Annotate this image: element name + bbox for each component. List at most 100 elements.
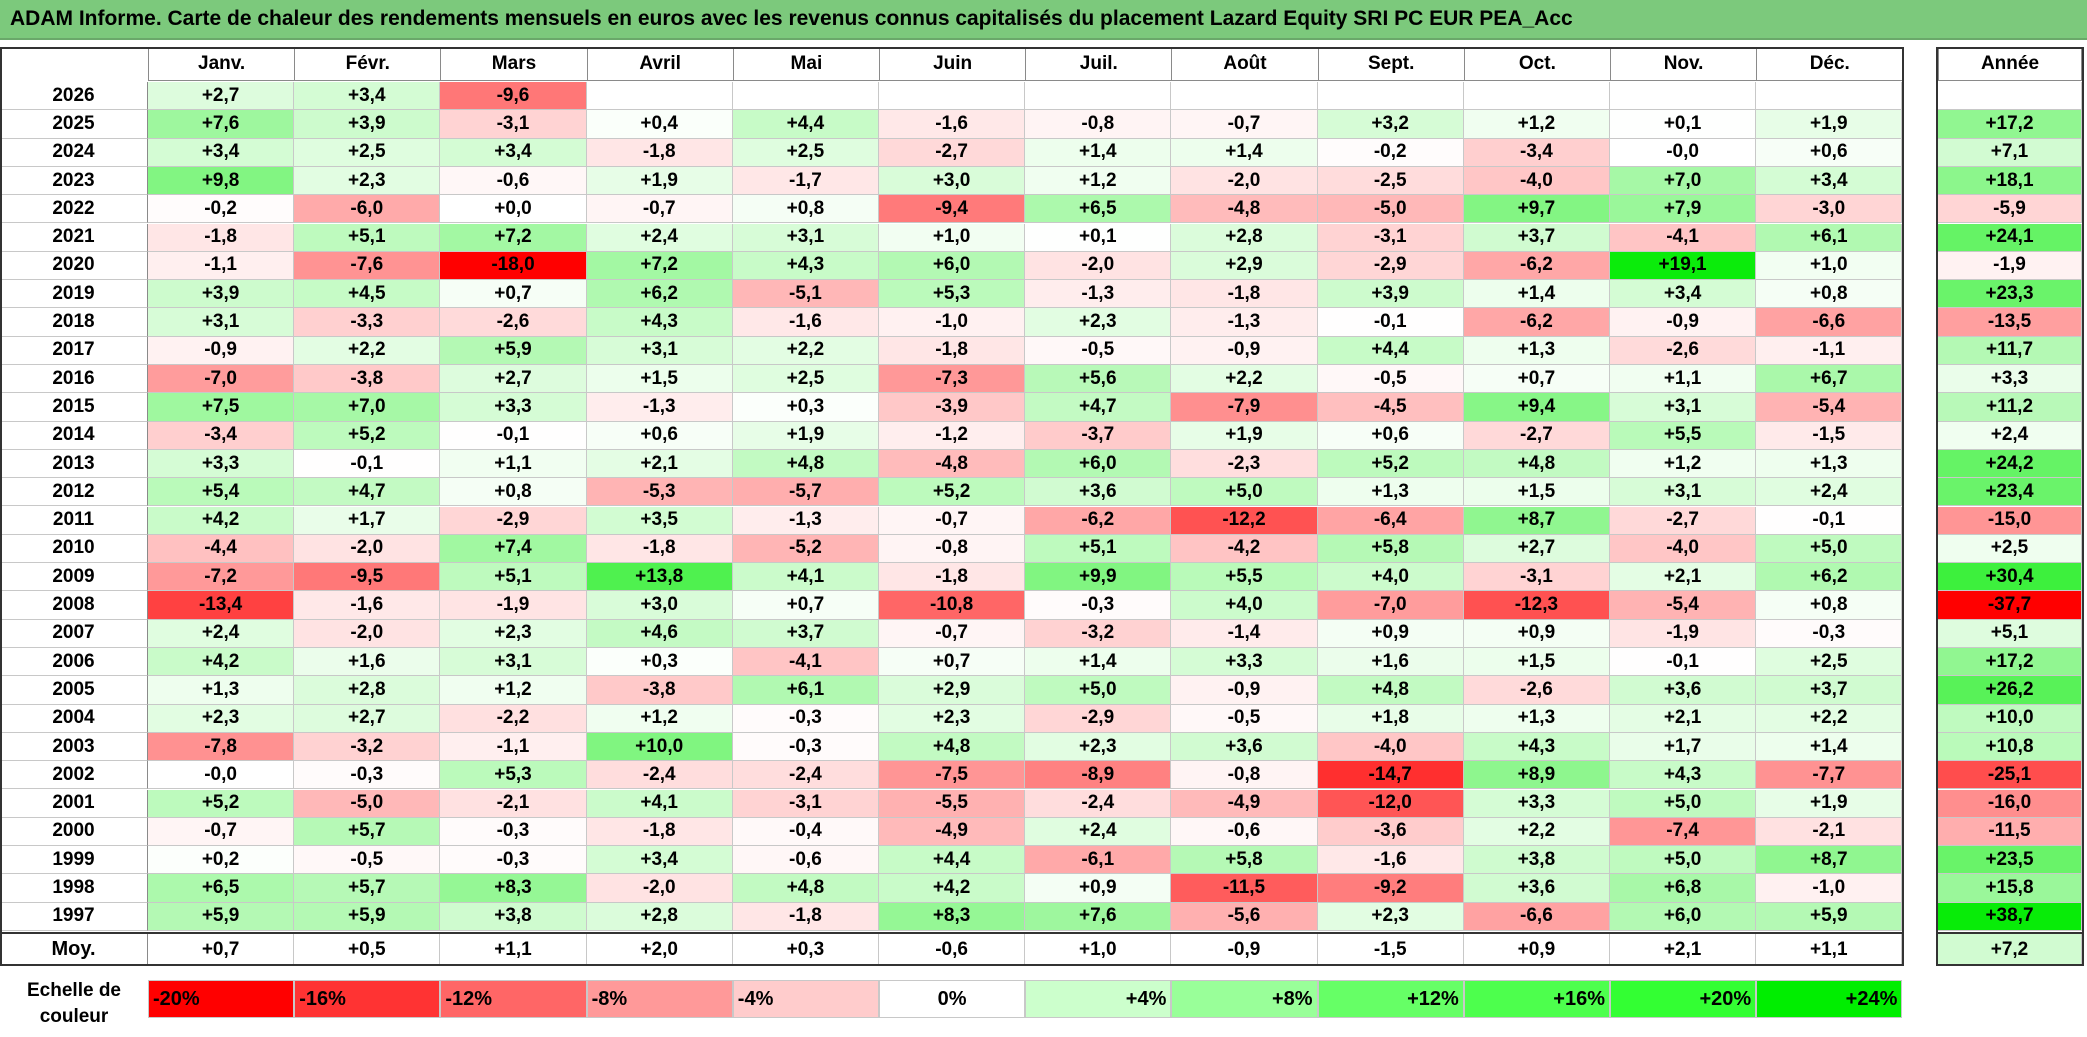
heatmap-cell: -3,3 xyxy=(294,308,441,337)
heatmap-cell: +0,8 xyxy=(732,195,879,224)
heatmap-cell: -0,8 xyxy=(1025,110,1172,139)
heatmap-cell: -2,4 xyxy=(1025,789,1172,818)
heatmap-cell: +0,3 xyxy=(586,648,733,677)
heatmap-cell: -0,3 xyxy=(1756,619,1903,648)
year-label: 2025 xyxy=(0,110,148,139)
chart-title: ADAM Informe. Carte de chaleur des rende… xyxy=(0,0,2087,40)
average-cell: +0,5 xyxy=(294,934,441,966)
heatmap-cell: -3,4 xyxy=(148,421,295,450)
year-label: 2001 xyxy=(0,789,148,818)
heatmap-cell: -2,4 xyxy=(586,761,733,790)
heatmap-cell: +1,9 xyxy=(1171,421,1318,450)
heatmap-cell: -5,3 xyxy=(586,478,733,507)
heatmap-cell: +5,0 xyxy=(1610,789,1757,818)
heatmap-cell xyxy=(586,82,733,111)
heatmap-cell: -6,2 xyxy=(1463,251,1610,281)
heatmap-cell: -3,8 xyxy=(294,365,441,394)
color-scale-swatch: -4% xyxy=(732,980,879,1018)
heatmap-cell: -5,5 xyxy=(879,789,1026,818)
heatmap-cell: +1,6 xyxy=(294,648,441,677)
heatmap-cell: +2,3 xyxy=(879,704,1026,733)
heatmap-cell: +1,4 xyxy=(1463,280,1610,309)
heatmap-cell: +2,5 xyxy=(732,138,879,167)
heatmap-cell: +0,1 xyxy=(1025,223,1172,252)
heatmap-cell: +4,2 xyxy=(148,506,295,535)
heatmap-cell: +1,4 xyxy=(1171,138,1318,167)
average-separator xyxy=(0,932,1905,934)
heatmap-cell: +6,7 xyxy=(1756,365,1903,394)
heatmap-cell: -5,0 xyxy=(1317,195,1464,224)
heatmap-cell: +4,3 xyxy=(586,308,733,337)
color-scale-swatch: +4% xyxy=(1025,980,1172,1018)
average-separator-annual xyxy=(1936,932,2084,934)
heatmap-cell xyxy=(1463,82,1610,111)
heatmap-cell: +3,1 xyxy=(1610,478,1757,507)
heatmap-cell: +2,7 xyxy=(148,82,295,111)
annual-cell: +5,1 xyxy=(1938,619,2082,648)
year-label: 2002 xyxy=(0,761,148,790)
heatmap-cell: -6,6 xyxy=(1756,308,1903,337)
heatmap-cell: +4,8 xyxy=(1317,676,1464,705)
heatmap-cell: +2,4 xyxy=(148,619,295,648)
heatmap-cell: -4,5 xyxy=(1317,393,1464,422)
heatmap-cell: +5,0 xyxy=(1025,676,1172,705)
heatmap-cell: -9,5 xyxy=(294,563,441,592)
heatmap-cell: +7,0 xyxy=(294,393,441,422)
heatmap-cell: +3,6 xyxy=(1463,874,1610,903)
heatmap-cell: +3,7 xyxy=(1756,676,1903,705)
heatmap-cell: +1,1 xyxy=(440,449,587,479)
heatmap-cell: -3,0 xyxy=(1756,195,1903,224)
year-label: 2024 xyxy=(0,138,148,167)
month-header: Nov. xyxy=(1610,47,1757,81)
heatmap-cell: +1,3 xyxy=(1756,449,1903,479)
heatmap-cell: -2,0 xyxy=(1171,166,1318,196)
heatmap-cell: +5,1 xyxy=(1025,534,1172,564)
year-label: 2000 xyxy=(0,817,148,847)
heatmap-cell: -1,9 xyxy=(1610,619,1757,648)
heatmap-cell: +3,1 xyxy=(586,336,733,365)
heatmap-cell: -7,4 xyxy=(1610,817,1757,847)
heatmap-cell: -2,7 xyxy=(1610,506,1757,535)
heatmap-cell: -0,7 xyxy=(1171,110,1318,139)
heatmap-cell: -1,8 xyxy=(148,223,295,252)
heatmap-cell: +7,9 xyxy=(1610,195,1757,224)
heatmap-cell: +0,1 xyxy=(1610,110,1757,139)
heatmap-cell: +0,8 xyxy=(440,478,587,507)
year-label: 2013 xyxy=(0,449,148,479)
heatmap-cell: +1,7 xyxy=(1610,732,1757,762)
average-cell: -0,6 xyxy=(879,934,1026,966)
heatmap-cell: +2,2 xyxy=(294,336,441,365)
heatmap-cell: -2,0 xyxy=(1025,251,1172,281)
heatmap-cell: -0,6 xyxy=(440,166,587,196)
heatmap-cell: +2,1 xyxy=(586,449,733,479)
heatmap-cell: -7,9 xyxy=(1171,393,1318,422)
heatmap-cell: -2,1 xyxy=(440,789,587,818)
heatmap-cell: -0,6 xyxy=(732,846,879,875)
heatmap-cell: -18,0 xyxy=(440,251,587,281)
average-cell: +1,1 xyxy=(440,934,587,966)
heatmap-cell: -1,2 xyxy=(879,421,1026,450)
heatmap-cell: +1,2 xyxy=(1610,449,1757,479)
heatmap-cell: -1,3 xyxy=(586,393,733,422)
year-label: 2014 xyxy=(0,421,148,450)
year-label: 2007 xyxy=(0,619,148,648)
heatmap-cell: +5,5 xyxy=(1171,563,1318,592)
year-label: 2020 xyxy=(0,251,148,281)
heatmap-cell: +5,8 xyxy=(1171,846,1318,875)
heatmap-cell: +1,5 xyxy=(1463,478,1610,507)
heatmap-cell: -0,4 xyxy=(732,817,879,847)
heatmap-cell: +1,9 xyxy=(1756,110,1903,139)
heatmap-cell: -7,0 xyxy=(148,365,295,394)
heatmap-cell: -1,3 xyxy=(732,506,879,535)
heatmap-cell: +1,3 xyxy=(148,676,295,705)
heatmap-cell: -3,9 xyxy=(879,393,1026,422)
annual-cell: -13,5 xyxy=(1938,308,2082,337)
heatmap-cell: -6,1 xyxy=(1025,846,1172,875)
year-label: 2019 xyxy=(0,280,148,309)
color-scale-swatch: -8% xyxy=(586,980,733,1018)
heatmap-cell: -7,2 xyxy=(148,563,295,592)
year-label: 2010 xyxy=(0,534,148,564)
heatmap-cell: +5,4 xyxy=(148,478,295,507)
heatmap-cell: +0,7 xyxy=(1463,365,1610,394)
heatmap-cell: +3,4 xyxy=(294,82,441,111)
